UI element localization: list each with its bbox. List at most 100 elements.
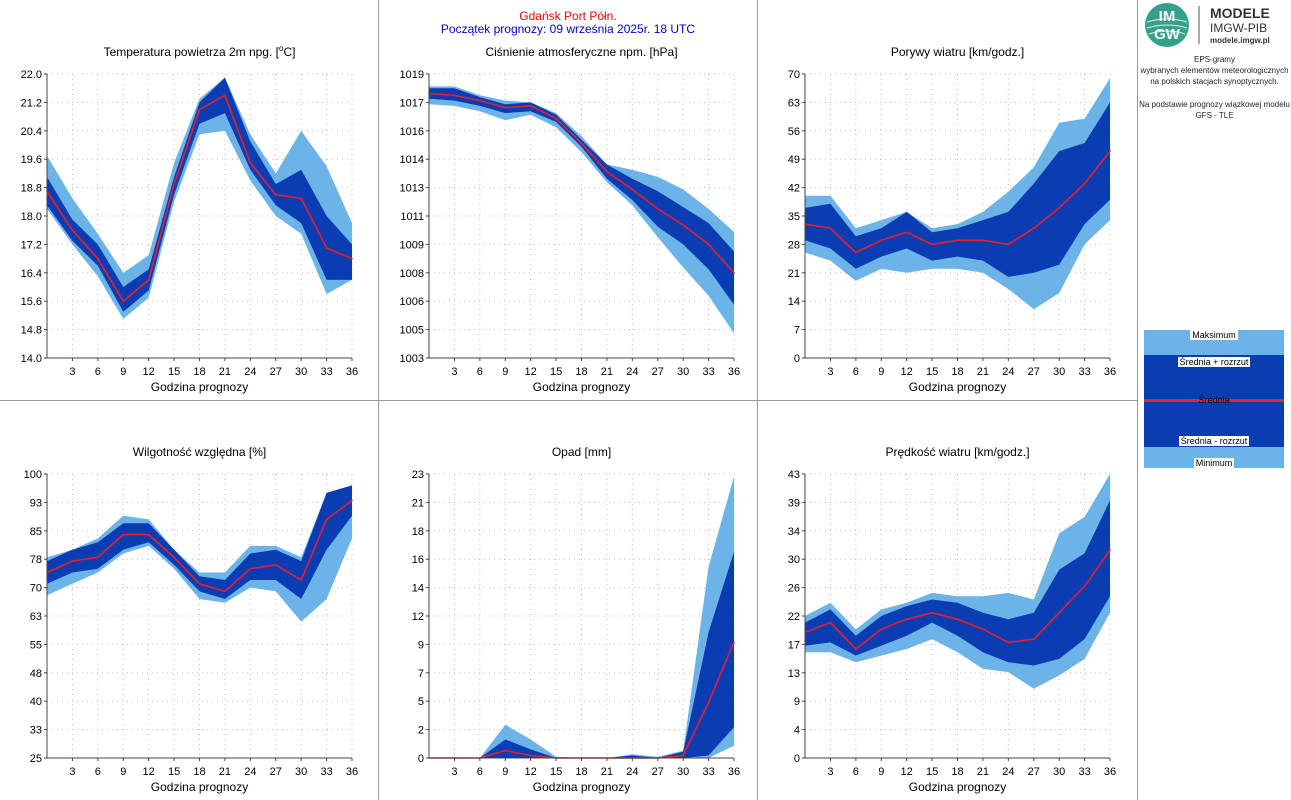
y-tick-label: 1009 <box>400 239 424 251</box>
chart-temperature: Temperatura powietrza 2m npg. [oC] 22.0 21… <box>21 44 359 394</box>
mean-point <box>173 183 175 185</box>
x-tick-label: 36 <box>728 766 740 778</box>
y-tick-label: 9 <box>418 639 424 651</box>
x-tick-label: 36 <box>1104 766 1116 778</box>
mean-point <box>1083 585 1086 588</box>
y-tick-label: 78 <box>30 554 42 566</box>
x-tick-label: 30 <box>295 766 307 778</box>
mean-point <box>71 229 74 231</box>
y-tick-label: 5 <box>418 696 424 708</box>
x-axis-label: Godzina prognozy <box>909 380 1006 394</box>
y-tick-label: 0 <box>418 753 424 765</box>
x-tick-label: 36 <box>728 366 740 378</box>
chart-wind-speed: Prędkość wiatru [km/godz.]43393430262217… <box>788 445 1116 794</box>
x-tick-label: 6 <box>853 766 859 778</box>
x-tick-label: 27 <box>270 766 282 778</box>
band-mean-spread <box>47 77 352 312</box>
y-tick-label: 14.0 <box>21 353 42 365</box>
x-tick-label: 6 <box>95 366 101 378</box>
legend-mean-plus: Średnia + rozrzut <box>1177 357 1251 367</box>
x-tick-label: 33 <box>320 766 332 778</box>
x-tick-label: 3 <box>451 766 457 778</box>
legend-mean-swatch <box>1144 399 1284 402</box>
x-tick-label: 33 <box>1078 766 1090 778</box>
x-tick-label: 12 <box>143 366 155 378</box>
x-tick-label: 12 <box>143 766 155 778</box>
x-axis-label: Godzina prognozy <box>533 780 630 794</box>
x-tick-label: 30 <box>677 766 689 778</box>
mean-point <box>529 754 532 757</box>
mean-point <box>1032 227 1035 229</box>
y-tick-label: 1013 <box>400 183 424 195</box>
y-tick-label: 42 <box>788 183 800 195</box>
y-tick-label: 0 <box>794 753 800 765</box>
mean-point <box>682 224 684 226</box>
mean-point <box>905 231 908 234</box>
x-tick-label: 24 <box>1002 366 1014 378</box>
y-tick-label: 0 <box>794 353 800 365</box>
x-tick-label: 30 <box>1053 766 1065 778</box>
x-tick-label: 21 <box>977 766 989 778</box>
mean-point <box>631 188 634 191</box>
y-tick-label: 4 <box>794 725 800 737</box>
y-tick-label: 93 <box>30 497 42 509</box>
y-tick-label: 20.4 <box>21 126 42 138</box>
mean-point <box>274 193 277 196</box>
x-tick-label: 36 <box>346 366 358 378</box>
x-tick-label: 24 <box>244 366 256 378</box>
mean-point <box>1058 611 1060 614</box>
y-tick-label: 1016 <box>400 126 424 138</box>
y-tick-label: 14.8 <box>21 325 42 337</box>
y-tick-label: 15.6 <box>21 296 42 308</box>
mean-point <box>855 251 857 254</box>
x-tick-label: 33 <box>702 366 714 378</box>
x-tick-label: 24 <box>244 766 256 778</box>
chart-humidity: Wilgotność względna [%]10093857870635548… <box>24 445 358 794</box>
mean-point <box>1109 549 1111 551</box>
mean-point <box>122 533 125 536</box>
mean-point <box>325 518 328 521</box>
chart-pressure: Ciśnienie atmosferyczne npm. [hPa] 1019 10… <box>400 45 741 394</box>
logo-line2: IMGW-PIB <box>1210 21 1267 35</box>
x-tick-label: 36 <box>346 766 358 778</box>
y-tick-label: 43 <box>788 469 800 481</box>
mean-point <box>504 106 507 109</box>
y-tick-label: 7 <box>794 325 800 337</box>
logo-text-bottom: GW <box>1154 26 1181 43</box>
x-tick-label: 3 <box>69 766 75 778</box>
legend-max: Maksimum <box>1190 330 1238 340</box>
y-tick-label: 14 <box>412 583 424 595</box>
mean-point <box>707 701 710 704</box>
x-tick-label: 27 <box>270 366 282 378</box>
x-tick-label: 33 <box>1078 366 1090 378</box>
x-tick-label: 27 <box>652 366 664 378</box>
side-info-line1: EPS-gramy <box>1194 55 1235 64</box>
side-info-line2: wybranych elementów meteorologicznych <box>1140 66 1289 75</box>
mean-point <box>656 208 659 210</box>
band-mean-spread <box>47 485 352 599</box>
x-tick-label: 9 <box>120 766 126 778</box>
y-tick-label: 21.2 <box>21 97 42 109</box>
x-tick-label: 30 <box>677 366 689 378</box>
mean-point <box>274 564 277 566</box>
mean-point <box>707 243 710 246</box>
mean-point <box>198 583 201 585</box>
mean-point <box>1058 207 1060 209</box>
side-info-line5: GFS - TLE <box>1195 111 1234 120</box>
mean-point <box>931 611 933 614</box>
x-tick-label: 3 <box>451 366 457 378</box>
band-mean-spread <box>805 102 1110 277</box>
y-tick-label: 85 <box>30 526 42 538</box>
x-tick-label: 18 <box>951 366 963 378</box>
mean-point <box>479 99 481 102</box>
mean-point <box>1007 641 1010 644</box>
y-tick-label: 48 <box>30 668 42 680</box>
chart-title: Wilgotność względna [%] <box>133 445 266 459</box>
y-tick-label: 33 <box>30 725 42 737</box>
x-tick-label: 18 <box>951 766 963 778</box>
mean-point <box>147 279 150 281</box>
band-mean-spread <box>429 551 734 758</box>
x-tick-label: 15 <box>550 766 562 778</box>
x-tick-label: 12 <box>525 366 537 378</box>
x-tick-label: 27 <box>652 766 664 778</box>
